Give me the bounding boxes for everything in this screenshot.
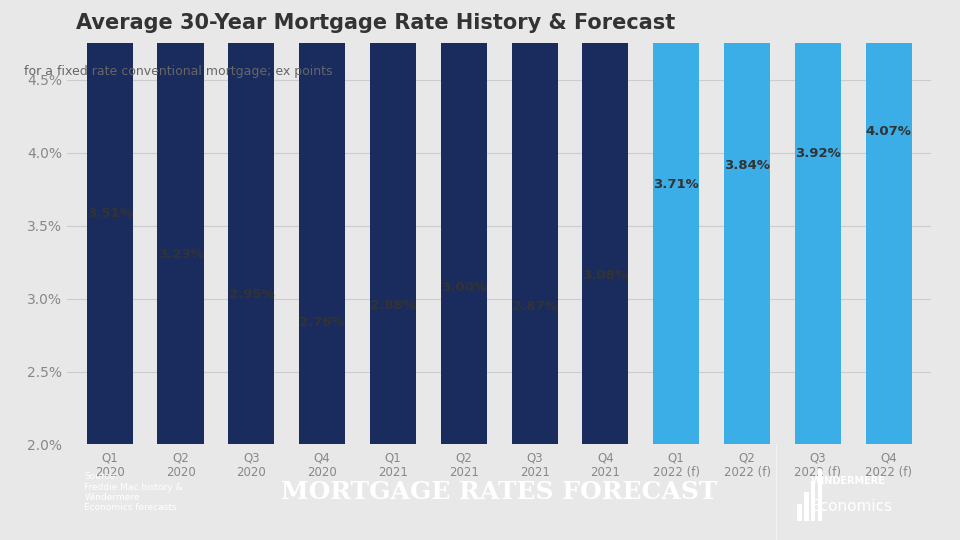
Bar bbox=[441, 6, 487, 444]
Text: 3.00%: 3.00% bbox=[441, 281, 487, 294]
Bar bbox=[86, 0, 132, 444]
Bar bbox=[795, 0, 841, 444]
Bar bbox=[583, 0, 629, 444]
Text: 3.71%: 3.71% bbox=[654, 178, 699, 191]
Text: Economics: Economics bbox=[810, 499, 893, 514]
Text: 3.92%: 3.92% bbox=[795, 147, 841, 160]
Text: 4.07%: 4.07% bbox=[866, 125, 912, 138]
Text: MORTGAGE RATES FORECAST: MORTGAGE RATES FORECAST bbox=[281, 480, 717, 504]
Text: 2.87%: 2.87% bbox=[512, 300, 558, 313]
Bar bbox=[512, 26, 558, 444]
Bar bbox=[157, 0, 204, 444]
Text: for a fixed rate conventional mortgage; ex points: for a fixed rate conventional mortgage; … bbox=[24, 65, 332, 78]
Text: 3.84%: 3.84% bbox=[724, 159, 770, 172]
FancyBboxPatch shape bbox=[818, 469, 823, 521]
FancyBboxPatch shape bbox=[797, 504, 802, 521]
Bar bbox=[724, 0, 770, 444]
Text: 3.23%: 3.23% bbox=[157, 248, 204, 261]
Bar bbox=[300, 42, 346, 444]
Text: 3.08%: 3.08% bbox=[583, 269, 629, 282]
Bar bbox=[866, 0, 912, 444]
Text: 2.95%: 2.95% bbox=[228, 288, 275, 301]
Bar bbox=[228, 14, 275, 444]
Text: Average 30-Year Mortgage Rate History & Forecast: Average 30-Year Mortgage Rate History & … bbox=[76, 14, 675, 33]
FancyBboxPatch shape bbox=[804, 492, 808, 521]
Bar bbox=[370, 24, 416, 444]
Text: Source:
Freddie Mac history &
Windermere
Economics forecasts: Source: Freddie Mac history & Windermere… bbox=[84, 472, 183, 512]
Bar bbox=[653, 0, 699, 444]
Text: WINDERMERE: WINDERMERE bbox=[810, 476, 885, 486]
Text: 2.88%: 2.88% bbox=[370, 299, 416, 312]
Text: 2.76%: 2.76% bbox=[300, 316, 345, 329]
FancyBboxPatch shape bbox=[811, 481, 815, 521]
Text: 3.51%: 3.51% bbox=[86, 207, 132, 220]
